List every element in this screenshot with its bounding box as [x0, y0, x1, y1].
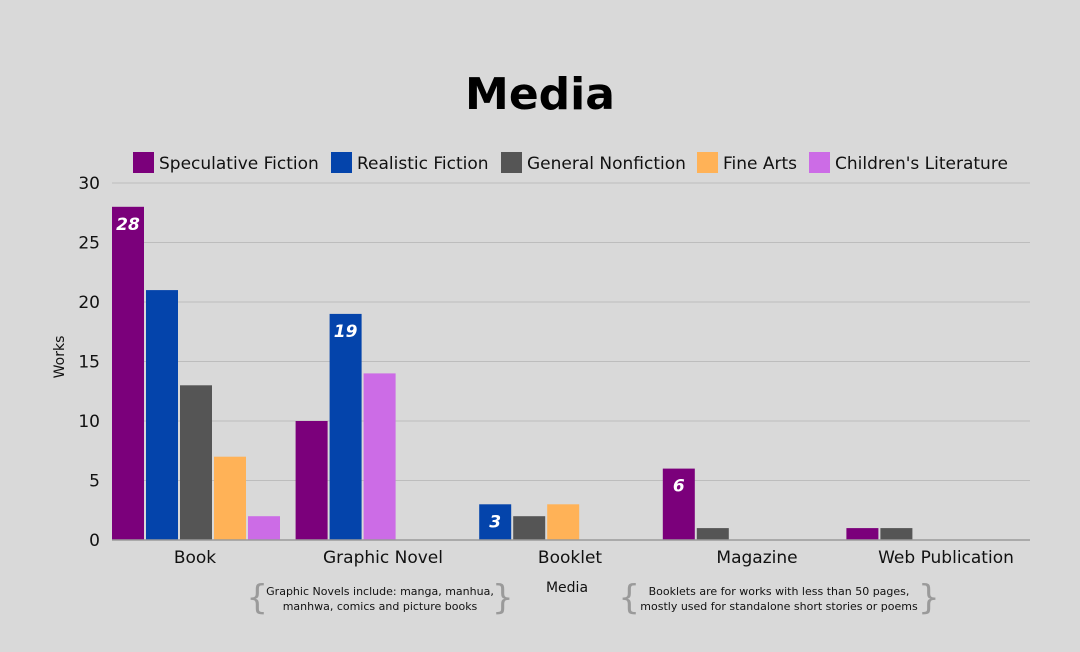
bar-book-realistic-fiction: [146, 290, 178, 540]
legend-swatch-children-s-literature: [809, 152, 830, 173]
bar-booklet-realistic-fiction: [479, 504, 512, 540]
y-tick-label: 20: [78, 293, 100, 313]
data-label: 19: [334, 322, 358, 342]
legend-swatch-speculative-fiction: [133, 152, 154, 173]
bar-book-children-s-literature: [248, 516, 280, 540]
brace-right-icon: }: [918, 578, 940, 618]
y-tick-label: 30: [78, 174, 100, 194]
bar-book-speculative-fiction: [112, 206, 144, 541]
x-tick-label: Booklet: [538, 548, 602, 568]
legend-label: Fine Arts: [723, 154, 797, 174]
y-tick-label: 10: [78, 412, 100, 432]
bar-web-publication-general-nonfiction: [880, 528, 913, 540]
bar-booklet-fine-arts: [547, 504, 580, 540]
annotation-text: mostly used for standalone short stories…: [640, 600, 918, 613]
x-tick-label: Graphic Novel: [323, 548, 443, 568]
annotations: Graphic Novels include: manga, manhua, ma…: [246, 578, 939, 618]
legend-label: Realistic Fiction: [357, 154, 489, 174]
legend-label: Children's Literature: [835, 154, 1008, 174]
legend-label: General Nonfiction: [527, 154, 686, 174]
y-tick-label: 15: [78, 353, 100, 373]
legend-label: Speculative Fiction: [159, 154, 319, 174]
x-tick-label: Book: [174, 548, 216, 568]
bar-graphic-novel-children-s-literature: [363, 373, 396, 540]
bar-booklet-general-nonfiction: [513, 516, 546, 540]
x-tick-label: Web Publication: [878, 548, 1014, 568]
x-axis-label: Media: [546, 580, 588, 596]
brace-left-icon: {: [618, 578, 640, 618]
legend: Speculative Fiction Realistic Fiction Gene…: [133, 152, 1008, 174]
y-axis: 0 5 10 15 20 25 30: [78, 174, 100, 551]
legend-swatch-realistic-fiction: [331, 152, 352, 173]
bar-magazine-general-nonfiction: [696, 528, 729, 540]
gridlines: [112, 182, 1030, 481]
bar-graphic-novel-speculative-fiction: [295, 421, 328, 540]
x-tick-label: Magazine: [716, 548, 797, 568]
brace-right-icon: }: [492, 578, 514, 618]
annotation-text: manhwa, comics and picture books: [283, 600, 478, 613]
x-axis: Book Graphic Novel Booklet Magazine Web Publ…: [112, 539, 1030, 568]
bar-book-general-nonfiction: [180, 385, 212, 540]
bar-book-fine-arts: [214, 456, 246, 540]
bars: 28 19 3 6: [112, 206, 913, 541]
data-label: 28: [116, 215, 140, 235]
y-tick-label: 0: [89, 531, 100, 551]
bar-graphic-novel-realistic-fiction: [329, 313, 362, 540]
y-tick-label: 25: [78, 234, 100, 254]
data-label: 6: [673, 477, 685, 497]
y-tick-label: 5: [89, 472, 100, 492]
annotation-text: Booklets are for works with less than 50…: [649, 585, 910, 598]
brace-left-icon: {: [246, 578, 268, 618]
bar-magazine-speculative-fiction: [662, 468, 695, 540]
legend-swatch-general-nonfiction: [501, 152, 522, 173]
legend-swatch-fine-arts: [697, 152, 718, 173]
data-label: 3: [489, 512, 501, 532]
y-axis-label: Works: [52, 336, 68, 379]
annotation-text: Graphic Novels include: manga, manhua,: [266, 585, 494, 598]
chart-title: Media: [465, 69, 615, 120]
bar-web-publication-speculative-fiction: [846, 528, 879, 540]
